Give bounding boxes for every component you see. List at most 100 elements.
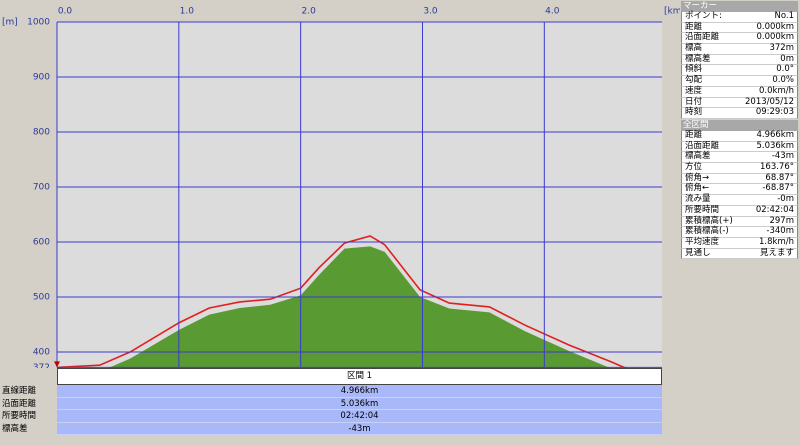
panel-row: 方位 163.76° [681,162,798,174]
y-tick-label: 372 [33,363,50,368]
row-value: 4.966km [756,130,794,140]
panel-row: 時刻 09:29:03 [681,107,798,119]
row-label: 直線距離 [2,386,37,396]
panel-title: 全区間 [681,120,798,131]
row-label: 所要時間 [685,204,720,215]
row-label: 時刻 [685,107,703,118]
elevation-area [108,246,611,368]
y-unit: [m] [2,18,18,28]
row-label: 速度 [685,85,703,96]
segment-row: 所要時間 02:42:04 [0,410,662,423]
panel-row: 流み量 -0m [681,194,798,206]
row-label: 俯角→ [685,172,710,183]
x-tick-label: 1.0 [180,7,195,17]
row-value: 0.0km/h [759,85,794,96]
row-label: 標高 [685,43,703,54]
row-value: 163.76° [760,162,794,173]
panel-row: 累積標高(+) 297m [681,215,798,228]
row-value: 0.0% [772,75,794,86]
panel-row: 標高差 0m [681,53,798,66]
y-tick-label: 800 [33,128,50,138]
panel-row: 距離 0.000km [681,21,798,34]
y-tick-label: 400 [33,348,50,358]
panel-row: ポイント: No.1 [681,11,798,23]
row-value: 2013/05/12 [745,96,794,107]
row-value: -68.87° [762,183,794,194]
row-value: -43m [771,151,794,162]
row-label: 標高差 [2,423,28,434]
panel-row: 平均速度 1.8km/h [681,236,798,249]
panel-row: 標高 372m [681,43,798,55]
row-value: 0.0° [776,64,794,75]
row-label: 方位 [685,162,703,173]
row-value: -43m [57,422,662,436]
panel-row: 沿面距離 5.036km [681,140,798,153]
y-tick-label: 500 [33,293,50,303]
panel-row: 標高差 -43m [681,151,798,164]
row-value: 5.036km [57,397,662,411]
row-label: 流み量 [685,194,711,205]
row-label: 累積標高(+) [685,215,733,226]
segment-row: 沿面距離 5.036km [0,397,662,411]
panel-row: 所要時間 02:42:04 [681,204,798,217]
row-value: 68.87° [765,172,794,183]
segment-row: 直線距離 4.966km [0,385,662,398]
row-label: 沿面距離 [2,398,37,409]
row-label: 見通し [685,247,711,258]
row-label: 距離 [685,21,703,32]
panel-title: マーカー [681,1,798,12]
panel-row: 累積標高(-) -340m [681,226,798,238]
y-tick-label: 1000 [27,18,50,28]
segment-table: 区間 1 直線距離 4.966km 沿面距離 5.036km 所要時間 02:42:04 標高… [0,368,662,436]
row-label: 日付 [685,96,703,107]
row-label: 所要時間 [2,411,37,422]
row-label: 沿面距離 [685,140,720,151]
row-value: 0.000km [756,21,794,32]
panel-row: 沿面距離 0.000km [681,32,798,45]
row-value: -0m [777,194,794,205]
row-value: 0m [780,53,794,64]
row-value: 1.8km/h [759,236,794,247]
row-label: ポイント: [685,11,722,21]
row-value: No.1 [774,11,794,21]
row-label: 傾斜 [685,64,703,75]
row-value: 297m [769,215,794,226]
marker-icon [54,361,60,368]
x-tick-label: 4.0 [545,7,560,17]
row-value: 5.036km [756,140,794,151]
panel-row: 距離 4.966km [681,130,798,142]
panel-row: 俯角← -68.87° [681,183,798,196]
x-tick-label: 2.0 [301,7,316,17]
y-tick-label: 900 [33,73,50,83]
segment-row: 標高差 -43m [0,422,662,436]
panel-row: 俯角→ 68.87° [681,172,798,185]
total-panel: 全区間 距離 4.966km 沿面距離 5.036km 標高差 -43m 方位 163.76° 俯… [681,120,798,260]
y-tick-label: 700 [33,183,50,193]
x-unit: [km] [664,7,680,17]
row-value: -340m [766,226,794,237]
row-label: 平均速度 [685,236,720,247]
row-label: 距離 [685,130,703,140]
panel-row: 速度 0.0km/h [681,85,798,98]
panel-row: 傾斜 0.0° [681,64,798,77]
row-label: 勾配 [685,75,703,86]
row-label: 沿面距離 [685,32,720,43]
panel-row: 勾配 0.0% [681,75,798,87]
row-value: 見えます [759,247,794,258]
row-value: 4.966km [57,385,662,398]
x-tick-label: 0.0 [58,7,73,17]
row-label: 標高差 [685,53,711,64]
row-label: 標高差 [685,151,711,162]
y-tick-label: 600 [33,238,50,248]
row-label: 累積標高(-) [685,226,729,237]
row-value: 372m [769,43,794,54]
segment-header: 区間 1 [57,368,662,385]
profile-chart: [m] [km] 372 400 500 600 700 800 900 1000 0.0 1.0… [2,7,680,368]
panel-row: 日付 2013/05/12 [681,96,798,109]
row-value: 02:42:04 [57,410,662,423]
row-value: 0.000km [756,32,794,43]
marker-panel: マーカー ポイント: No.1 距離 0.000km 沿面距離 0.000km 標高 372m 標… [681,1,798,119]
row-value: 02:42:04 [755,204,794,215]
row-value: 09:29:03 [755,107,794,118]
